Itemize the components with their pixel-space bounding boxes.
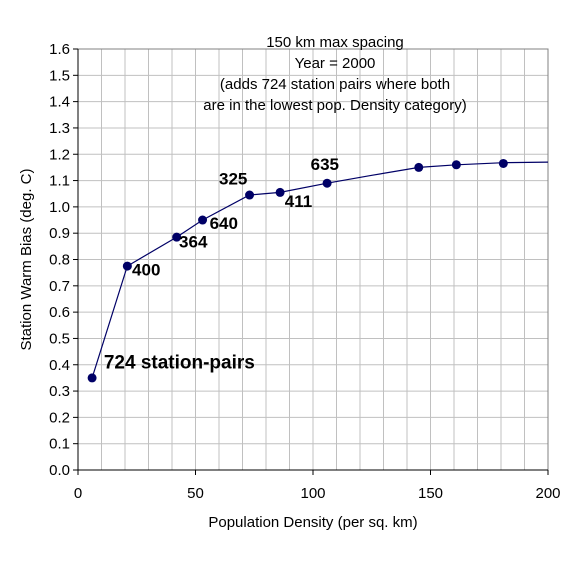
y-tick-label: 0.4: [49, 357, 70, 374]
title-line: are in the lowest pop. Density category): [203, 97, 466, 114]
title-line: 150 km max spacing: [266, 34, 404, 51]
x-tick-label: 200: [535, 485, 560, 502]
y-tick-label: 1.6: [49, 41, 70, 58]
data-point: [451, 160, 461, 170]
y-tick-label: 1.5: [49, 67, 70, 84]
trend-curve: [91, 161, 549, 379]
grid-lines: [77, 48, 549, 471]
point-annotation: 325: [219, 170, 247, 189]
x-tick-label: 100: [300, 485, 325, 502]
data-point: [198, 215, 208, 225]
data-point: [322, 178, 332, 188]
data-points: [87, 158, 508, 383]
point-annotation: 640: [210, 214, 238, 233]
data-point: [245, 190, 255, 200]
point-annotation: 411: [285, 192, 312, 211]
x-axis-title: Population Density (per sq. km): [208, 514, 417, 531]
data-point: [87, 373, 97, 383]
point-annotation: 724 station-pairs: [104, 353, 255, 374]
y-axis-title: Station Warm Bias (deg. C): [18, 168, 35, 350]
point-annotation: 635: [311, 155, 339, 174]
data-point: [275, 187, 285, 197]
x-tick-label: 0: [74, 485, 82, 502]
data-point: [498, 158, 508, 168]
y-tick-label: 0.1: [49, 436, 70, 453]
y-tick-label: 0.3: [49, 383, 70, 400]
y-axis-ticks: 0.0 0.1 0.2 0.3 0.4 0.5 0.6 0.7 0.8 0.9 1.0 1.1 1.2 1…: [49, 41, 79, 479]
title-line: (adds 724 station pairs where both: [220, 76, 450, 93]
y-tick-label: 1.1: [49, 173, 70, 190]
y-tick-label: 0.9: [49, 225, 70, 242]
point-annotation: 400: [132, 260, 160, 279]
y-tick-label: 1.4: [49, 94, 70, 111]
chart-title: 150 km max spacing Year = 2000 (adds 724 s…: [203, 34, 466, 114]
y-tick-label: 0.8: [49, 252, 70, 269]
y-tick-label: 1.0: [49, 199, 70, 216]
x-tick-label: 150: [418, 485, 443, 502]
data-point: [414, 162, 424, 172]
y-tick-label: 0.0: [49, 462, 70, 479]
data-point: [122, 261, 132, 271]
data-point: [172, 232, 182, 242]
x-tick-label: 50: [187, 485, 204, 502]
y-tick-label: 0.2: [49, 409, 70, 426]
y-tick-label: 0.7: [49, 278, 70, 295]
y-tick-label: 0.6: [49, 304, 70, 321]
point-annotation: 364: [179, 233, 208, 252]
y-tick-label: 0.5: [49, 330, 70, 347]
y-tick-label: 1.2: [49, 146, 70, 163]
y-tick-label: 1.3: [49, 120, 70, 137]
title-line: Year = 2000: [295, 55, 376, 72]
x-axis-ticks: 0 50 100 150 200: [74, 469, 561, 502]
